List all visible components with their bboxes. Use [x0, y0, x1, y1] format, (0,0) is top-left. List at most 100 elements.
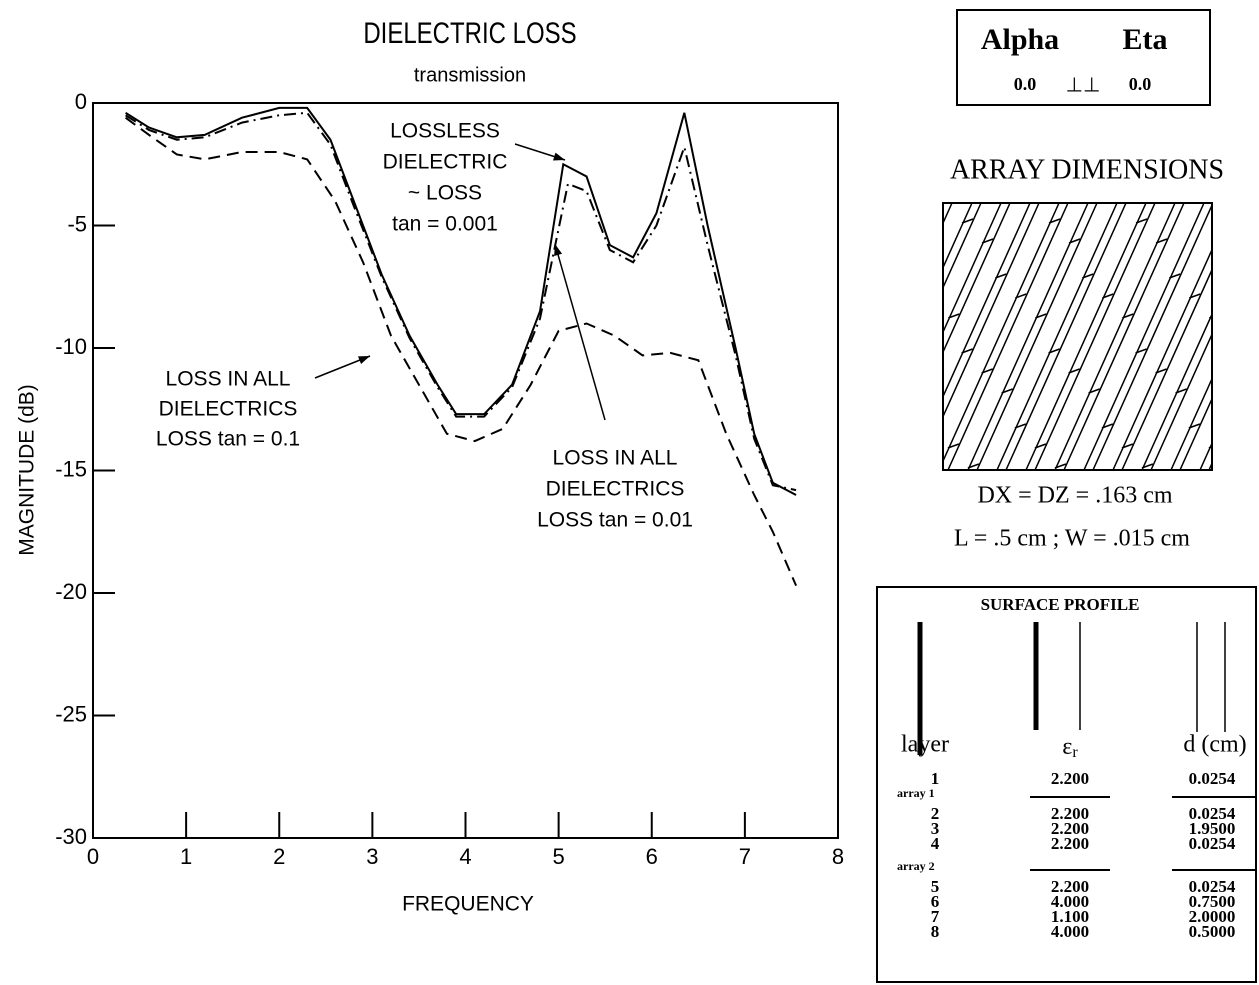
x-tick-label: 2: [273, 844, 285, 869]
series-line: [125, 116, 798, 587]
table-cell: 3: [931, 819, 940, 838]
slot-gap: [1243, 369, 1254, 373]
slot-edge: [1121, 267, 1212, 470]
slot-gap: [1088, 388, 1100, 394]
y-tick-label: 0: [75, 89, 87, 114]
x-tick-label: 6: [646, 844, 658, 869]
slot-gap: [1034, 443, 1047, 449]
slot-gap: [1141, 463, 1154, 469]
slot-gap: [1048, 348, 1060, 354]
table-cell: 0.0254: [1189, 877, 1236, 896]
slot-gap: [1208, 446, 1212, 449]
slot-gap: [1155, 238, 1168, 244]
table-cell: 8: [931, 922, 940, 941]
slot-edge: [947, 203, 1069, 470]
x-tick-label: 3: [366, 844, 378, 869]
slot-gap: [1102, 293, 1114, 299]
slot-gap: [841, 424, 852, 428]
slot-gap: [1155, 368, 1167, 374]
slot-gap: [734, 404, 745, 408]
x-tick-label: 0: [87, 844, 99, 869]
slot-gap: [922, 179, 933, 183]
slot-edge: [943, 203, 982, 290]
slot-gap: [961, 218, 974, 224]
slot-edge: [943, 203, 1060, 463]
slot-edge: [1208, 461, 1212, 470]
y-tick-label: -5: [67, 211, 87, 236]
slot-gap: [801, 384, 812, 388]
slot-gap: [855, 199, 866, 203]
annotation: DIELECTRICS: [159, 398, 298, 421]
annotation: LOSS IN ALL: [166, 368, 291, 391]
slot-gap: [1209, 316, 1212, 319]
eta-value: 0.0: [1129, 74, 1152, 94]
eta-label: Eta: [1123, 23, 1168, 56]
slot-gap: [875, 349, 886, 353]
slot-gap: [1135, 348, 1147, 354]
arrow-head: [554, 244, 563, 256]
slot-edge: [943, 203, 1040, 419]
x-tick-label: 7: [739, 844, 751, 869]
slot-gap: [928, 424, 939, 428]
alpha-label: Alpha: [981, 23, 1059, 56]
table-cell: 2.200: [1051, 804, 1089, 823]
array-label: array 2: [897, 859, 935, 873]
series-line: [125, 111, 797, 492]
slot-gap: [981, 368, 993, 374]
chart-title: DIELECTRIC LOSS: [363, 15, 576, 49]
y-axis-label: MAGNITUDE (dB): [16, 384, 39, 556]
annotation: DIELECTRICS: [546, 478, 685, 501]
table-cell: 2.200: [1051, 834, 1089, 853]
annotation: LOSS tan = 0.01: [537, 509, 693, 532]
slot-edge: [1025, 203, 1147, 470]
annotation: LOSS IN ALL: [553, 447, 678, 470]
profile-box: [876, 586, 1257, 983]
slot-gap: [1175, 388, 1187, 394]
header-er: εr: [1062, 734, 1078, 761]
y-tick-label: -20: [55, 579, 87, 604]
slot-gap: [1169, 273, 1181, 279]
table-cell: 2.200: [1051, 819, 1089, 838]
slot-gap: [768, 329, 779, 333]
annotation: DIELECTRIC: [383, 151, 508, 174]
annotation-arrow: [554, 243, 606, 421]
series-line: [125, 106, 797, 496]
slot-edge: [774, 203, 894, 470]
table-cell: 0.5000: [1189, 922, 1236, 941]
slot-gap: [1223, 349, 1234, 353]
slot-edge: [1150, 332, 1212, 470]
slot-edge: [1005, 203, 1127, 470]
angle-box: [956, 9, 1211, 106]
x-tick-label: 4: [459, 844, 471, 869]
slot-edge: [1141, 312, 1212, 470]
slot-gap: [801, 254, 812, 258]
slot-edge: [803, 203, 923, 470]
arrow-head: [358, 356, 370, 365]
y-tick-label: -30: [55, 824, 87, 849]
table-cell: 0.0254: [1189, 769, 1236, 788]
slot-edge: [967, 203, 1089, 470]
slot-gap: [881, 464, 892, 468]
profile-table: 1 2.200 0.0254 array 1 2 2.200 0.0254 3 2.200 1.9…: [897, 769, 1256, 941]
table-cell: 2: [931, 804, 940, 823]
arrow-head: [553, 152, 565, 161]
slot-gap: [1001, 388, 1013, 394]
slot-gap: [908, 274, 919, 278]
table-cell: 1.100: [1051, 907, 1089, 926]
slot-gap: [961, 348, 973, 354]
profile-title: SURFACE PROFILE: [981, 595, 1140, 614]
slot-gap: [1015, 293, 1027, 299]
header-d: d (cm): [1183, 732, 1246, 758]
alpha-value: 0.0: [1014, 74, 1037, 94]
table-cell: 0.0254: [1189, 804, 1236, 823]
profile-bars: [917, 622, 1226, 755]
slot-edge: [976, 203, 1098, 470]
slot-gap: [821, 274, 832, 278]
slot-edge: [943, 203, 944, 205]
slot-gap: [855, 329, 866, 333]
x-tick-label: 1: [180, 844, 192, 869]
slot-gap: [835, 179, 846, 183]
array-line: L = .5 cm ; W = .015 cm: [954, 526, 1190, 552]
slot-gap: [967, 463, 980, 469]
table-cell: 2.0000: [1189, 907, 1236, 926]
